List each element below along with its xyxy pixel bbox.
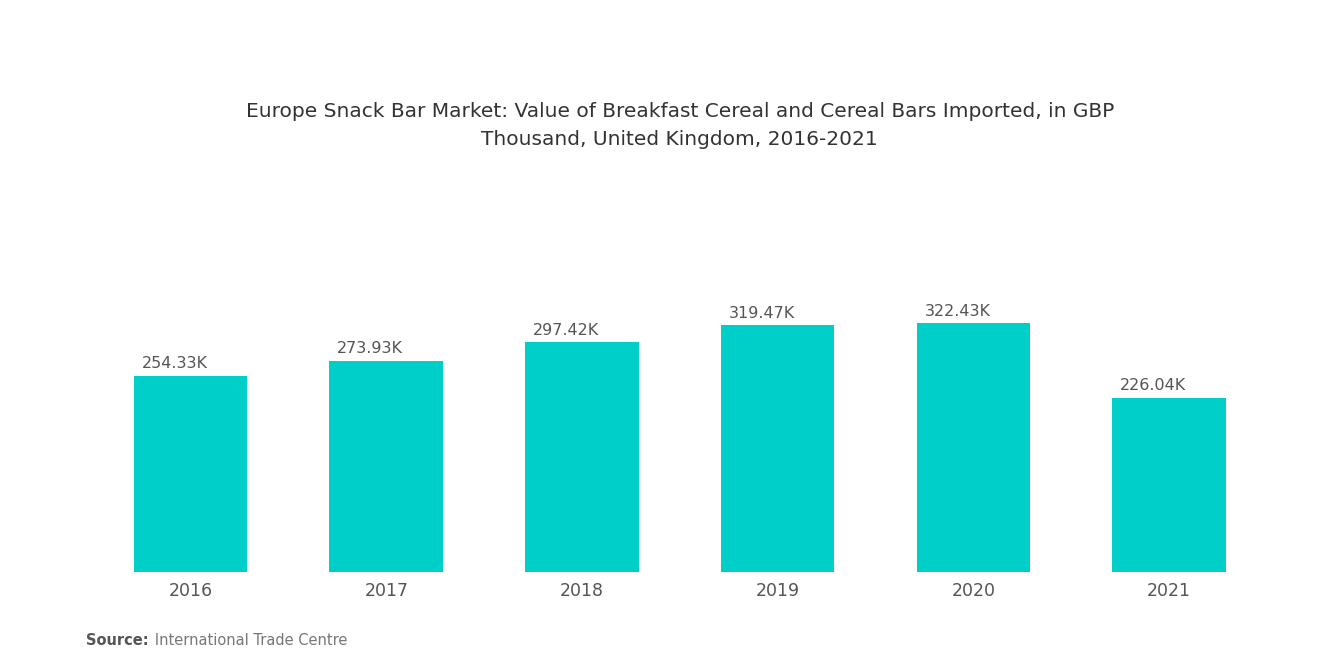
Bar bbox=[916, 323, 1030, 572]
Bar bbox=[330, 360, 444, 572]
Text: 273.93K: 273.93K bbox=[338, 341, 404, 356]
Bar bbox=[721, 325, 834, 572]
Title: Europe Snack Bar Market: Value of Breakfast Cereal and Cereal Bars Imported, in : Europe Snack Bar Market: Value of Breakf… bbox=[246, 102, 1114, 148]
Text: 322.43K: 322.43K bbox=[924, 303, 990, 319]
Bar bbox=[1113, 398, 1226, 572]
Bar bbox=[133, 376, 247, 572]
Text: 297.42K: 297.42K bbox=[533, 323, 599, 338]
Text: 254.33K: 254.33K bbox=[141, 356, 207, 371]
Text: 319.47K: 319.47K bbox=[729, 306, 795, 321]
Text: Source:: Source: bbox=[86, 633, 148, 648]
Bar bbox=[525, 342, 639, 572]
Text: 226.04K: 226.04K bbox=[1121, 378, 1187, 393]
Text: International Trade Centre: International Trade Centre bbox=[141, 633, 347, 648]
